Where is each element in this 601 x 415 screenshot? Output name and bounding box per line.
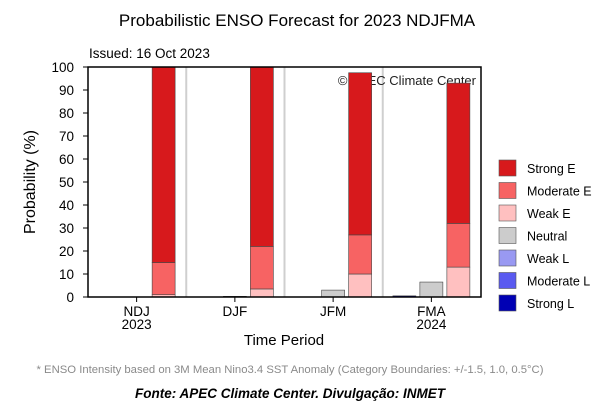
x-tick-label-year: 2024 [416, 317, 447, 332]
y-tick-label: 30 [59, 221, 74, 236]
watermark: © APEC Climate Center [338, 73, 477, 88]
x-tick-label: JFM [320, 304, 346, 319]
x-tick-label: FMA [417, 304, 446, 319]
footnote: * ENSO Intensity based on 3M Mean Nino3.… [37, 364, 544, 376]
legend-label: Weak E [527, 207, 571, 221]
legend-swatch [498, 159, 517, 177]
plot-frame [87, 66, 482, 298]
bar-neutral-fma [419, 281, 444, 298]
bar-neutral-jfm [321, 289, 345, 298]
bar-moderate-e-djf [250, 246, 274, 290]
legend-swatch [498, 227, 517, 244]
legend-swatch [498, 249, 517, 267]
y-tick-label: 60 [59, 152, 74, 167]
y-tick-label: 100 [51, 60, 74, 75]
legend-swatch [498, 294, 517, 312]
x-axis-label: Time Period [244, 332, 324, 349]
y-tick-label: 20 [59, 244, 74, 259]
legend-swatch [498, 204, 517, 222]
issued-date: Issued: 16 Oct 2023 [89, 46, 210, 61]
y-axis-label: Probability (%) [22, 130, 39, 234]
y-tick-label: 90 [59, 83, 74, 98]
y-tick-label: 0 [66, 290, 74, 305]
bar-weak-e-fma [446, 266, 471, 298]
bar-weak-e-djf [250, 288, 274, 298]
x-tick-label: DJF [223, 304, 248, 319]
y-tick-label: 70 [59, 129, 74, 144]
legend-swatch [498, 272, 517, 289]
bar-moderate-e-fma [446, 223, 471, 268]
bar-strong-e-fma [446, 82, 471, 224]
source-credit: Fonte: APEC Climate Center. Divulgação: … [135, 386, 447, 401]
bar-strong-e-jfm [348, 72, 372, 236]
legend-swatch [498, 182, 517, 199]
legend-label: Strong E [527, 162, 576, 176]
legend-label: Strong L [527, 297, 574, 311]
legend-label: Moderate E [527, 185, 592, 199]
bar-moderate-e-jfm [348, 234, 372, 275]
chart-title: Probabilistic ENSO Forecast for 2023 NDJ… [119, 11, 476, 30]
legend-label: Moderate L [527, 275, 590, 289]
legend-label: Neutral [527, 230, 567, 244]
x-tick-label-year: 2023 [122, 317, 152, 332]
legend-label: Weak L [527, 252, 569, 266]
y-tick-label: 10 [59, 267, 74, 282]
x-tick-label: NDJ [124, 304, 150, 319]
bar-strong-e-djf [250, 66, 274, 247]
y-tick-label: 50 [59, 175, 74, 190]
legend: Strong E Moderate E Weak E Neutral Weak L Mod… [498, 159, 592, 312]
bar-weak-e-jfm [348, 273, 372, 298]
y-tick-label: 80 [59, 106, 74, 121]
bar-strong-e-ndj [151, 66, 176, 263]
y-tick-label: 40 [59, 198, 74, 213]
bar-moderate-e-ndj [151, 262, 176, 296]
